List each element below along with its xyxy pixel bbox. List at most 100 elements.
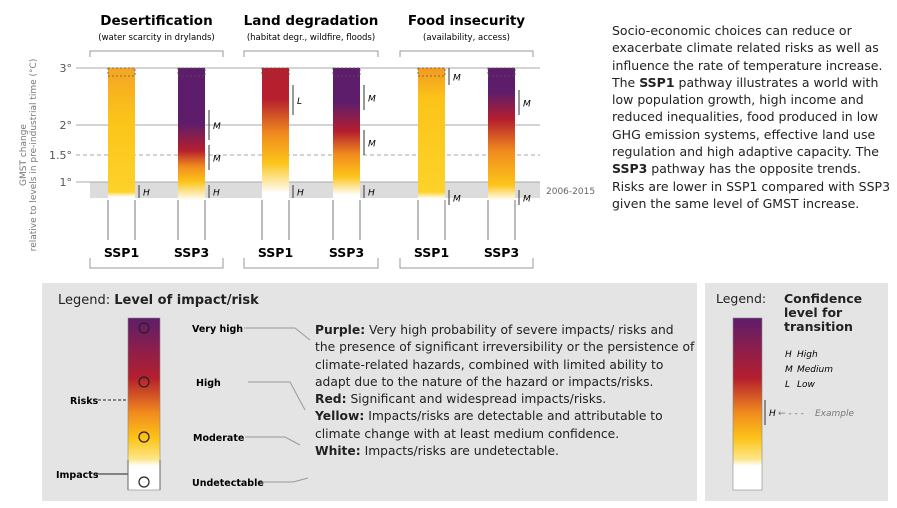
leader-line xyxy=(244,327,311,341)
y-label: 1.5° xyxy=(49,149,72,162)
confidence-letter: M xyxy=(368,140,376,150)
reference-period: 2006-2015 xyxy=(546,187,595,197)
bar xyxy=(333,68,360,240)
risk-descriptions: Purple: Very high probability of severe … xyxy=(315,322,695,460)
level-circle xyxy=(138,322,150,334)
confidence-legend-title: Legend: Confidence level for transition xyxy=(716,292,876,334)
column-title: Desertification xyxy=(100,13,212,29)
leader-line xyxy=(245,436,301,446)
bar-top-outline xyxy=(332,67,361,77)
example-arrow: ← - - - xyxy=(778,409,804,419)
leader-line xyxy=(248,381,306,411)
level-label: Undetectable xyxy=(192,478,264,489)
bar xyxy=(488,68,515,240)
bar-sides xyxy=(261,200,290,240)
risk-legend-title: Legend: Level of impact/risk xyxy=(58,292,259,309)
text: SSP1 xyxy=(639,74,675,90)
bar xyxy=(418,68,445,240)
text: Level of impact/risk xyxy=(114,293,259,308)
level-code: M xyxy=(785,365,793,375)
legend-bar xyxy=(732,317,763,491)
bracket xyxy=(243,50,379,57)
bracket xyxy=(399,50,534,57)
bar-sides xyxy=(332,200,361,240)
confidence-letter: M xyxy=(368,95,376,105)
item: Red: Significant and widespread impacts/… xyxy=(315,391,695,408)
confidence-letter: M xyxy=(523,195,531,205)
bar-sides xyxy=(177,200,206,240)
chart-layer: 3° 2° 1.5° 1° 2006-2015 GMST change relative t… xyxy=(19,13,855,491)
example-code: H xyxy=(769,409,776,419)
level-circle xyxy=(138,476,150,488)
scenario-label: SSP1 xyxy=(414,245,449,260)
text: Impacts/risks are undetectable. xyxy=(360,444,559,459)
bar-top-outline xyxy=(261,67,290,77)
level-label: Very high xyxy=(192,324,243,335)
column-subtitle: (habitat degr., wildfire, floods) xyxy=(247,33,375,43)
level-label: High xyxy=(196,378,221,389)
column-title: Food insecurity xyxy=(408,13,525,29)
level-code: L xyxy=(785,380,790,390)
y-label: 3° xyxy=(60,62,73,75)
confidence-letter: H xyxy=(213,189,220,199)
example-label: Example xyxy=(815,409,855,419)
bar-top-outline xyxy=(107,67,136,77)
confidence-letter: H xyxy=(143,189,150,199)
scenario-label: SSP3 xyxy=(329,245,364,260)
bracket xyxy=(89,50,224,57)
y-axis-title: relative to levels in pre-industrial tim… xyxy=(29,59,39,252)
text: Socio-economic choices can reduce or exa… xyxy=(612,23,883,90)
bar-sides xyxy=(417,200,446,240)
leader-line xyxy=(262,477,309,483)
scenario-label: SSP1 xyxy=(104,245,139,260)
bar-sides xyxy=(487,200,516,240)
item: Purple: Very high probability of severe … xyxy=(315,322,695,391)
left-label: Risks xyxy=(70,396,99,407)
item: Yellow: Impacts/risks are detectable and… xyxy=(315,408,695,443)
confidence-letter: M xyxy=(523,100,531,110)
confidence-letter: M xyxy=(213,155,221,165)
bracket xyxy=(243,258,379,269)
text: Legend: xyxy=(58,293,115,308)
confidence-letter: M xyxy=(453,195,461,205)
text: pathway has the opposite trends. Risks a… xyxy=(612,161,891,211)
column-subtitle: (water scarcity in drylands) xyxy=(98,33,214,43)
item: White: Impacts/risks are undetectable. xyxy=(315,443,695,460)
legend-bar xyxy=(127,317,161,491)
reference-band xyxy=(90,182,540,198)
y-label: 1° xyxy=(60,176,73,189)
confidence-letter: H xyxy=(368,189,375,199)
bar-top-outline xyxy=(177,67,206,77)
text: Significant and widespread impacts/risks… xyxy=(346,392,607,407)
bar-top-outline xyxy=(487,67,516,77)
bar xyxy=(262,68,289,240)
column-subtitle: (availability, access) xyxy=(423,33,510,43)
confidence-letter: M xyxy=(453,74,461,84)
color-name: Yellow: xyxy=(315,409,365,424)
bar xyxy=(108,68,135,240)
confidence-letter: L xyxy=(297,97,302,107)
text: pathway illustrates a world with low pop… xyxy=(612,74,879,160)
level-name: Medium xyxy=(797,365,833,375)
scenario-label: SSP3 xyxy=(484,245,519,260)
bar-sides xyxy=(127,460,161,490)
text: Impacts/risks are detectable and attribu… xyxy=(315,409,663,441)
bar-top-outline xyxy=(417,67,446,77)
y-label: 2° xyxy=(60,119,73,132)
scenario-label: SSP1 xyxy=(258,245,293,260)
level-name: Low xyxy=(797,380,816,390)
confidence-letter: M xyxy=(213,122,221,132)
text: Legend: xyxy=(716,291,767,306)
description: Socio-economic choices can reduce or exa… xyxy=(612,22,894,212)
confidence-letter: H xyxy=(297,189,304,199)
bracket xyxy=(399,258,534,269)
level-label: Moderate xyxy=(193,433,244,444)
color-name: Red: xyxy=(315,392,347,407)
color-name: White: xyxy=(315,444,361,459)
scenario-label: SSP3 xyxy=(174,245,209,260)
column-title: Land degradation xyxy=(244,13,379,29)
bar xyxy=(178,68,205,240)
text: Confidence level for transition xyxy=(784,291,863,334)
left-label: Impacts xyxy=(56,470,99,481)
